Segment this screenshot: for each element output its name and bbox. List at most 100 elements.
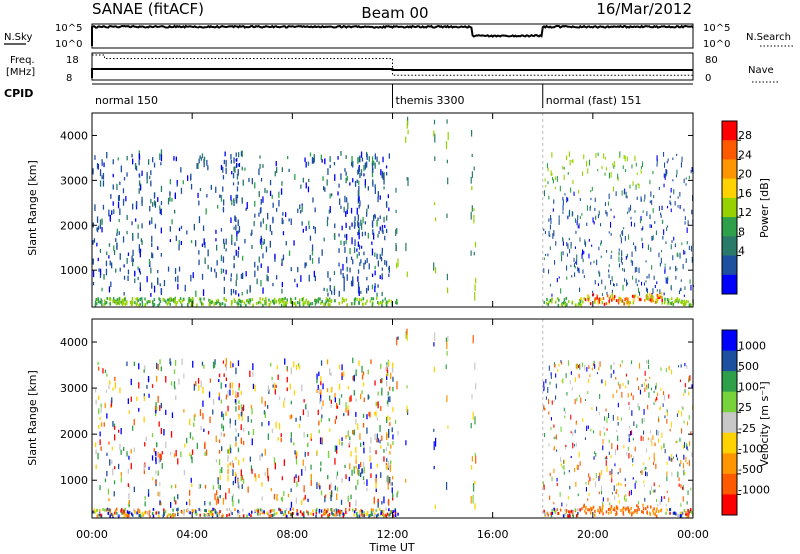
data-cell — [281, 258, 283, 264]
data-cell — [99, 273, 102, 278]
data-cell — [153, 303, 156, 306]
data-cell — [352, 259, 354, 265]
data-cell — [626, 301, 628, 305]
data-cell — [361, 157, 364, 162]
data-cell — [676, 169, 678, 175]
data-cell — [609, 470, 611, 475]
data-cell — [371, 273, 374, 278]
data-cell — [321, 299, 323, 303]
data-cell — [650, 224, 652, 228]
data-cell — [470, 176, 472, 184]
data-cell — [653, 275, 655, 280]
data-cell — [363, 514, 365, 518]
y-tick-label: 3000 — [60, 174, 88, 187]
data-cell — [596, 296, 598, 300]
data-cell — [339, 511, 341, 515]
data-cell — [251, 244, 253, 250]
data-cell — [565, 373, 567, 378]
data-cell — [151, 235, 153, 243]
data-cell — [123, 514, 125, 518]
data-cell — [647, 383, 649, 389]
data-cell — [550, 218, 552, 225]
data-cell — [113, 209, 115, 215]
data-cell — [93, 238, 96, 243]
data-cell — [128, 410, 130, 414]
data-cell — [219, 510, 221, 513]
data-cell — [386, 301, 389, 305]
data-cell — [268, 389, 270, 394]
data-cell — [657, 392, 659, 396]
data-cell — [231, 512, 233, 516]
data-cell — [275, 384, 277, 388]
data-cell — [394, 509, 396, 513]
data-cell — [203, 297, 205, 301]
data-cell — [605, 460, 607, 466]
data-cell — [379, 425, 381, 432]
data-cell — [613, 297, 615, 301]
data-cell — [406, 405, 408, 413]
data-cell — [562, 466, 564, 469]
data-cell — [605, 408, 607, 412]
data-cell — [655, 398, 657, 402]
data-cell — [548, 230, 550, 237]
data-cell — [569, 510, 571, 514]
x-tick-label: 00:00 — [677, 528, 709, 541]
data-cell — [186, 437, 188, 444]
data-cell — [218, 514, 220, 518]
data-cell — [337, 512, 339, 516]
data-cell — [106, 152, 108, 159]
velocity-ylabel: Slant Range [km] — [26, 370, 39, 466]
data-cell — [195, 512, 197, 516]
data-cell — [406, 271, 408, 278]
data-cell — [680, 484, 682, 489]
data-cell — [251, 468, 253, 474]
power-colorbar-label: Power [dB] — [758, 178, 771, 238]
data-cell — [473, 208, 475, 212]
data-cell — [471, 153, 473, 157]
data-cell — [293, 240, 295, 246]
data-cell — [229, 421, 231, 428]
data-cell — [207, 249, 209, 257]
data-cell — [207, 264, 209, 270]
data-cell — [160, 149, 163, 157]
data-cell — [690, 170, 692, 174]
data-cell — [666, 476, 668, 481]
data-cell — [101, 159, 103, 166]
data-cell — [314, 299, 316, 302]
data-cell — [353, 247, 356, 254]
data-cell — [123, 292, 125, 296]
data-cell — [273, 493, 276, 500]
data-cell — [331, 511, 333, 515]
data-cell — [610, 510, 612, 514]
data-cell — [604, 432, 606, 436]
data-cell — [618, 263, 620, 268]
data-cell — [281, 167, 283, 172]
data-cell — [646, 288, 648, 294]
data-cell — [653, 461, 655, 466]
data-cell — [633, 511, 635, 515]
data-cell — [317, 298, 319, 302]
data-cell — [585, 241, 587, 247]
data-cell — [163, 279, 166, 287]
data-cell — [634, 245, 636, 250]
data-cell — [579, 299, 582, 303]
data-cell — [395, 301, 397, 305]
data-cell — [282, 219, 284, 224]
data-cell — [220, 432, 222, 437]
data-cell — [392, 434, 394, 440]
data-cell — [567, 495, 569, 500]
data-cell — [375, 401, 377, 407]
data-cell — [103, 422, 105, 427]
data-cell — [260, 178, 263, 182]
data-cell — [159, 297, 161, 301]
cpid-segment: themis 3300 — [392, 84, 465, 108]
data-cell — [241, 484, 243, 489]
data-cell — [204, 441, 206, 448]
data-cell — [609, 295, 612, 299]
data-cell — [246, 202, 248, 209]
data-cell — [258, 191, 260, 198]
data-cell — [341, 437, 343, 441]
data-cell — [114, 382, 116, 389]
data-cell — [640, 169, 642, 174]
data-cell — [208, 513, 210, 517]
